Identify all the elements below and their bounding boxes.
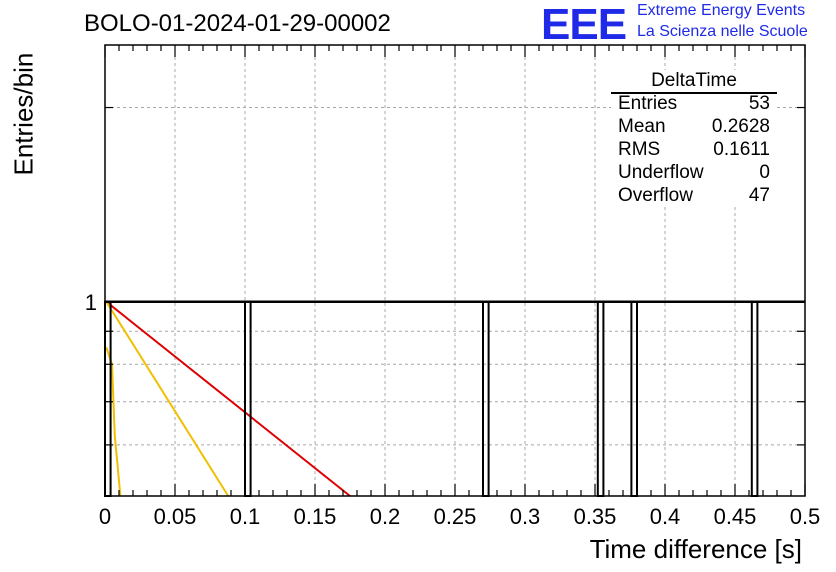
stat-row-entries: Entries 53 <box>618 92 770 115</box>
run-title: BOLO-01-2024-01-29-00002 <box>84 10 391 37</box>
stat-value: 47 <box>748 185 770 206</box>
fit-curves <box>105 301 351 497</box>
stats-title: DeltaTime <box>611 70 777 94</box>
x-tick-label: 0.5 <box>790 504 821 529</box>
x-tick-label: 0 <box>99 504 111 529</box>
fit-line <box>105 346 122 497</box>
stat-key: Entries <box>618 93 678 114</box>
stat-value: 0.2628 <box>711 116 770 137</box>
stat-row-rms: RMS 0.1611 <box>618 138 770 161</box>
stat-value: 0 <box>759 162 770 183</box>
stat-key: Overflow <box>618 185 693 206</box>
stat-key: Underflow <box>618 162 704 183</box>
x-tick-label: 0.3 <box>510 504 541 529</box>
stats-box: DeltaTime Entries 53 Mean 0.2628 RMS 0.1… <box>611 70 777 206</box>
stat-value: 53 <box>748 93 770 114</box>
x-tick-label: 0.1 <box>230 504 261 529</box>
y-axis-label: Entries/bin <box>8 52 39 176</box>
histogram-bar <box>596 300 605 497</box>
histogram-bar <box>244 300 252 497</box>
stat-value: 0.1611 <box>713 139 770 160</box>
axis-tick-labels: 0 0.05 0.1 0.15 0.2 0.25 0.3 0.35 0.4 0.45 0.5 1 <box>85 290 821 529</box>
stat-key: RMS <box>618 139 661 160</box>
stat-row-overflow: Overflow 47 <box>618 184 770 207</box>
axis-ticks <box>104 45 806 496</box>
x-tick-label: 0.15 <box>294 504 337 529</box>
logo-subtitle-1: Extreme Energy Events <box>637 2 806 19</box>
stat-key: Mean <box>618 116 666 137</box>
y-tick-label: 1 <box>85 290 97 315</box>
x-tick-label: 0.25 <box>434 504 477 529</box>
x-tick-label: 0.05 <box>154 504 197 529</box>
x-tick-label: 0.2 <box>370 504 401 529</box>
x-tick-label: 0.4 <box>650 504 681 529</box>
x-tick-label: 0.45 <box>714 504 757 529</box>
stat-row-mean: Mean 0.2628 <box>618 115 770 138</box>
logo-subtitle-2: La Scienza nelle Scuole <box>637 23 808 40</box>
fit-line <box>105 301 351 497</box>
stat-row-underflow: Underflow 0 <box>618 161 770 184</box>
eee-logo-icon: EEE <box>541 0 627 49</box>
fit-line <box>105 301 230 497</box>
x-axis-label: Time difference [s] <box>589 534 802 564</box>
x-tick-label: 0.35 <box>574 504 617 529</box>
